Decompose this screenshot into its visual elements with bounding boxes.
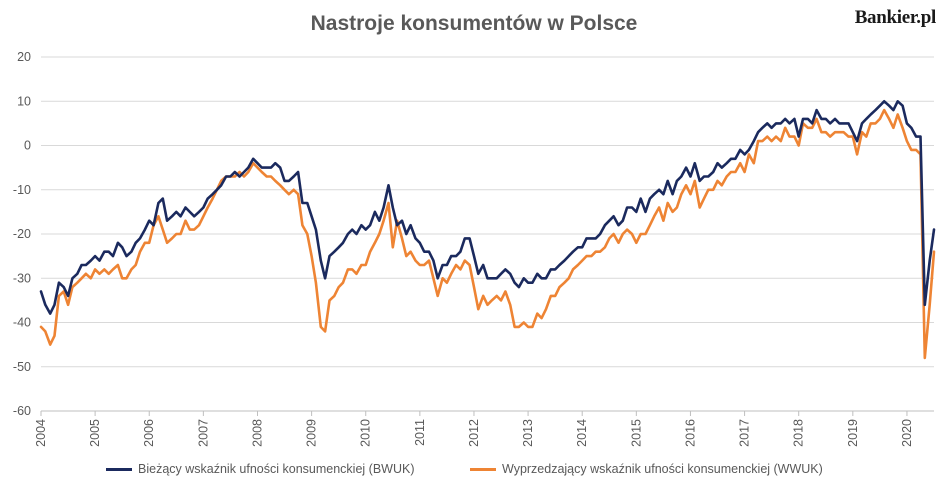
- x-tick-label: 2010: [359, 419, 373, 447]
- x-tick-label: 2008: [250, 419, 264, 447]
- x-tick-label: 2019: [846, 419, 860, 447]
- x-tick-label: 2004: [34, 419, 48, 447]
- x-tick-label: 2007: [196, 419, 210, 447]
- x-tick-label: 2014: [575, 419, 589, 447]
- x-tick-label: 2012: [467, 419, 481, 447]
- x-tick-label: 2018: [792, 419, 806, 447]
- y-tick-label: 10: [17, 94, 31, 108]
- x-tick-label: 2005: [88, 419, 102, 447]
- series-line-wwuk: [39, 108, 936, 360]
- brand-logo: Bankier.pl: [854, 7, 937, 28]
- x-tick-label: 2009: [305, 419, 319, 447]
- legend-item-wwuk: Wyprzedzający wskaźnik ufności konsumenc…: [470, 462, 823, 476]
- y-tick-label: -40: [13, 316, 31, 330]
- x-tick-label: 2016: [683, 419, 697, 447]
- legend-swatch-wwuk: [470, 467, 496, 471]
- legend-label-bwuk: Bieżący wskaźnik ufności konsumenckiej (…: [138, 462, 415, 476]
- y-tick-label: -20: [13, 227, 31, 241]
- legend: Bieżący wskaźnik ufności konsumenckiej (…: [0, 462, 948, 482]
- legend-label-wwuk: Wyprzedzający wskaźnik ufności konsumenc…: [502, 462, 823, 476]
- legend-item-bwuk: Bieżący wskaźnik ufności konsumenckiej (…: [106, 462, 414, 476]
- series-line-bwuk: [39, 100, 936, 315]
- y-tick-label: -50: [13, 360, 31, 374]
- y-tick-label: 0: [24, 139, 31, 153]
- x-axis-ticks: 2004 2005 2006 2007 2008 2009 2010 2011 2012 2013…: [34, 411, 914, 447]
- x-tick-label: 2013: [521, 419, 535, 447]
- x-tick-label: 2006: [142, 419, 156, 447]
- gridlines: [41, 56, 934, 412]
- y-tick-label: -10: [13, 183, 31, 197]
- legend-swatch-bwuk: [106, 467, 132, 471]
- x-tick-label: 2015: [629, 419, 643, 447]
- y-tick-label: 20: [17, 50, 31, 64]
- y-tick-label: -60: [13, 404, 31, 418]
- x-tick-label: 2017: [738, 419, 752, 447]
- chart-title: Nastroje konsumentów w Polsce: [310, 12, 638, 35]
- x-tick-label: 2011: [413, 419, 427, 446]
- y-axis-ticks: 20 10 0 -10 -20 -30 -40 -50 -60: [13, 50, 31, 418]
- series-lines: [39, 100, 936, 360]
- y-tick-label: -30: [13, 271, 31, 285]
- x-tick-label: 2020: [900, 419, 914, 447]
